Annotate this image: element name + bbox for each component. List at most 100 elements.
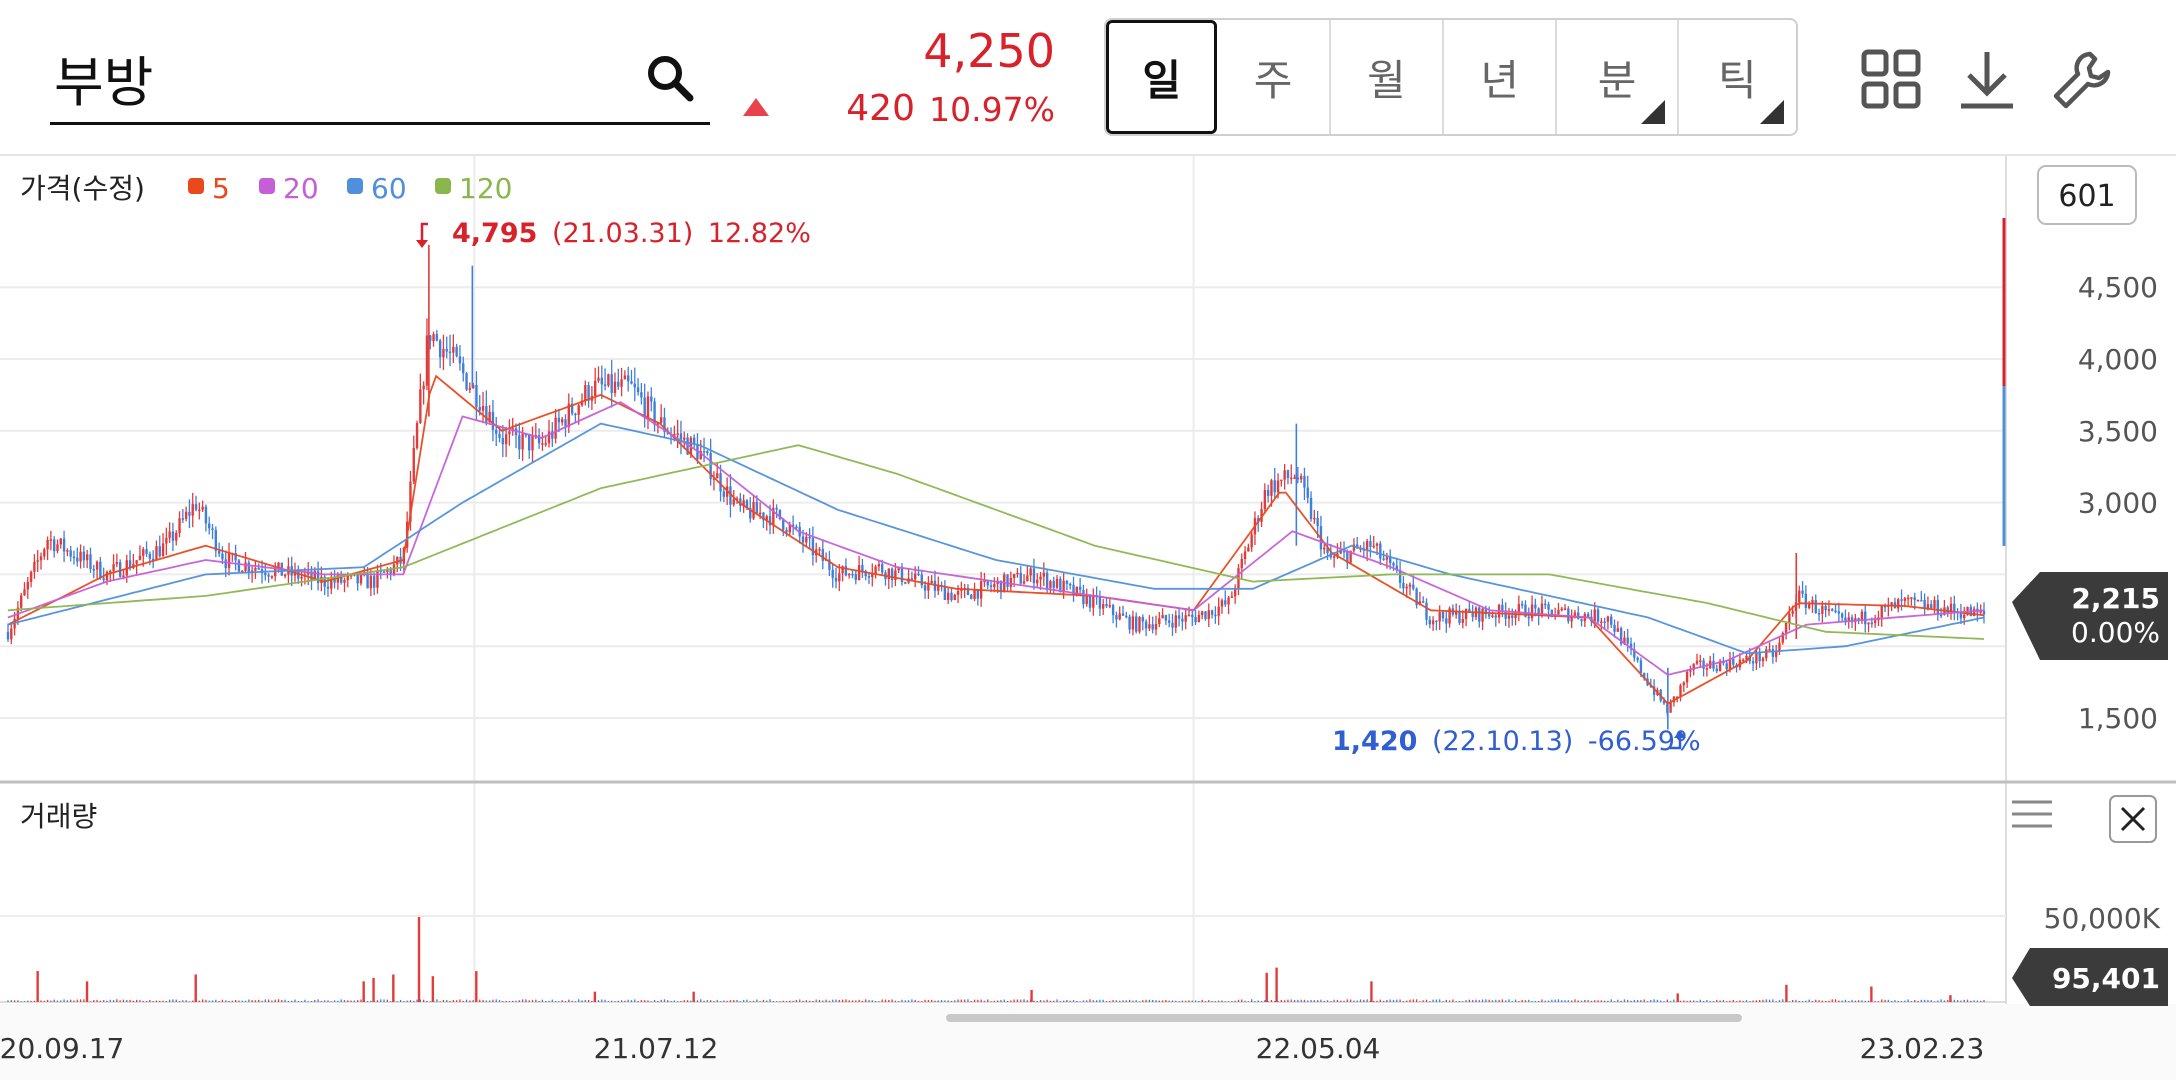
candle-body [537,435,541,444]
grid-icon[interactable] [1860,48,1924,112]
candle-body [432,334,435,342]
candle-body [1758,652,1761,662]
candle-body [485,406,488,423]
candle-body [1346,550,1349,563]
candle-body [956,590,960,595]
horizontal-scrollbar[interactable] [946,1014,1742,1022]
wrench-icon[interactable] [2050,48,2114,112]
candle-body [1336,553,1339,557]
candle-body [504,434,508,445]
candle-body [1692,663,1695,670]
candle-body [1718,661,1722,672]
period-1-button[interactable]: 주 [1217,20,1331,134]
candle-body [1798,590,1801,603]
period-5-button[interactable]: 틱 [1679,20,1796,134]
candle-body [521,433,524,450]
candle-body [1045,572,1049,588]
period-3-button[interactable]: 년 [1444,20,1558,134]
candle-body [785,529,788,533]
candle-body [544,443,547,445]
candle-body [1821,606,1824,614]
candle-body [1478,607,1481,622]
candle-body [1036,579,1039,584]
candle-body [1699,660,1702,662]
candle-body [782,518,785,530]
close-icon[interactable] [2109,795,2157,843]
price-candles [6,244,1986,730]
candle-body [1217,606,1220,616]
candle-body [115,562,119,565]
candle-body [1623,637,1626,644]
high-value: 4,795 [452,218,537,249]
period-0-button[interactable]: 일 [1106,20,1218,134]
candle-body [610,374,613,393]
candle-body [241,570,244,573]
candle-body [1379,543,1382,559]
candle-body [452,346,455,353]
candle-body [1154,624,1158,630]
candle-body [758,512,762,515]
top-bar: 4,250 420 10.97% 일 주 월 년 분 틱 [0,0,2176,156]
candle-body [1563,608,1567,610]
candle-body [1085,595,1088,605]
candle-body [1227,597,1230,605]
candle-body [455,346,458,357]
period-2-button[interactable]: 월 [1331,20,1445,134]
candle-body [481,406,485,411]
candle-body [237,560,241,572]
candle-body [1382,558,1385,561]
candle-body [1313,517,1316,520]
candle-body [1240,558,1243,569]
current-price: 4,250 [923,24,1055,78]
candle-body [1864,611,1867,625]
period-label: 년 [1480,55,1520,105]
candle-body [491,411,495,430]
candle-body [26,581,29,590]
volume-menu-icon[interactable] [2012,800,2052,828]
candle-body [1135,616,1138,632]
candle-body [1078,586,1082,590]
candle-body [1685,671,1689,683]
candle-body [336,575,340,583]
candle-body [603,384,607,386]
candle-body [1316,517,1319,527]
candle-body [264,572,267,576]
candle-body [283,574,287,577]
y-tick-label: 4,500 [2078,271,2158,304]
period-label: 틱 [1718,55,1757,105]
candle-body [864,570,867,576]
candle-body [1402,582,1405,589]
count-badge[interactable]: 601 [2037,165,2137,225]
candle-body [950,592,953,600]
candle-body [656,422,660,425]
candle-body [429,335,432,342]
candle-body [1903,598,1907,601]
candle-body [547,431,551,444]
candle-body [118,562,122,577]
stock-chart[interactable]: 가격(수정) 5 20 60 120 4,795 (21.03.31) 12.82% … [0,156,2176,1080]
candle-body [673,433,676,436]
candle-body [468,388,472,390]
search-icon[interactable] [642,50,698,106]
candle-body [1676,696,1679,698]
download-icon[interactable] [1955,48,2019,112]
candle-body [663,417,666,432]
candle-body [1266,490,1270,496]
candle-body [749,507,752,519]
x-tick-label: 20.09.17 [0,1032,124,1065]
candle-body [871,573,874,578]
candle-body [623,375,627,380]
candle-body [99,561,102,579]
candle-body [82,551,86,561]
candle-body [412,448,415,482]
candle-body [821,549,825,561]
candle-body [818,549,821,551]
candle-body [1610,616,1613,625]
candle-body [43,549,46,557]
candle-body [1626,637,1629,644]
candle-body [953,594,956,600]
period-4-button[interactable]: 분 [1557,20,1679,134]
search-input[interactable] [54,40,614,114]
candle-body [1501,604,1504,612]
